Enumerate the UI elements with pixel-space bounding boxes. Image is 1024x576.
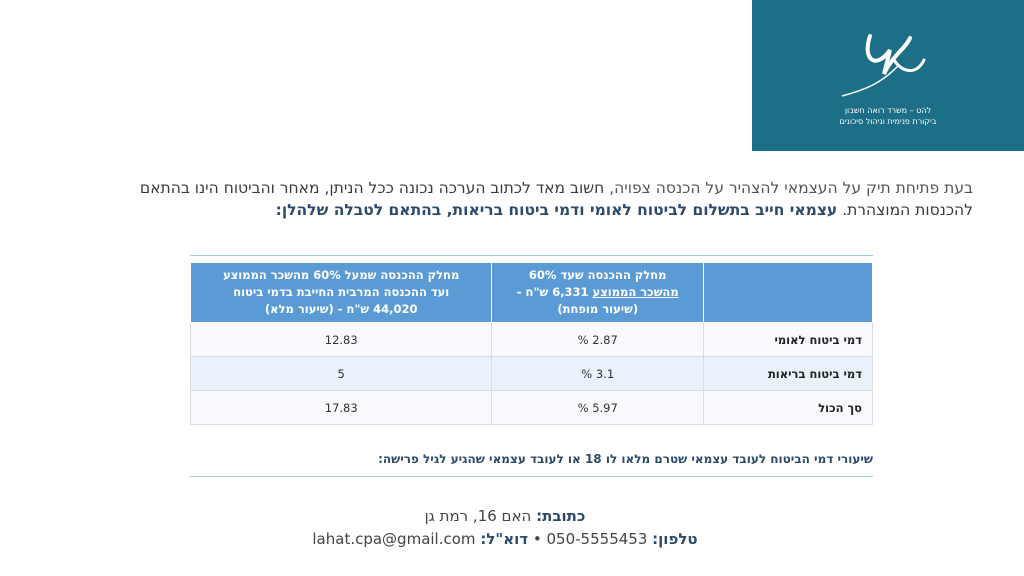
header-full-line2: ועד ההכנסה המרבית החייבת בדמי ביטוח (233, 285, 450, 299)
phone-value: 050-5555453 (541, 530, 653, 548)
full-rate-cell: 12.83 (189, 322, 493, 357)
address-label: כתובת: (536, 507, 586, 525)
table-row: דמי ביטוח לאומי 2.87 % 12.83 (189, 322, 873, 357)
row-label: סך הכול (703, 390, 873, 425)
logo-icon (841, 34, 926, 97)
bullet-separator: • (532, 530, 542, 548)
phone-label: טלפון: (652, 530, 698, 548)
footer-address: כתובת: האם 16, רמת גן (280, 507, 730, 525)
table-row: דמי ביטוח בריאות 3.1 % 5 (189, 356, 873, 391)
table-note: שיעורי דמי הביטוח לעובד עצמאי שטרם מלאו … (378, 452, 873, 466)
intro-part1: בעת פתיחת תיק על העצמאי להצהיר על הכנסה … (609, 179, 973, 197)
logo-title: להט – משרד רואה חשבון (844, 106, 932, 115)
header-reduced-line2: מהשכר הממוצע 6,331 ש"ח - (498, 284, 697, 301)
header-reduced-underlined: מהשכר הממוצע (592, 285, 679, 299)
header-reduced-line1: מחלק ההכנסה שעד 60% (528, 268, 667, 282)
row-label: דמי ביטוח לאומי (703, 322, 873, 357)
header-reduced-amount: 6,331 ש"ח - (516, 285, 593, 299)
header-full-rate: מחלק ההכנסה שמעל 60% מהשכר הממוצע ועד הה… (189, 262, 493, 323)
divider-bottom (190, 476, 873, 477)
header-reduced-line3: (שיעור מופחת) (557, 302, 639, 316)
table-row: סך הכול 5.97 % 17.83 (189, 390, 873, 425)
intro-part2: חשוב מאד לכתוב הערכה נכונה ככל הניתן, מא… (139, 179, 973, 219)
table-header-row: מחלק ההכנסה שעד 60% מהשכר הממוצע 6,331 ש… (189, 262, 873, 323)
email-label: דוא"ל: (480, 530, 529, 548)
address-value: האם 16, רמת גן (424, 507, 537, 525)
header-full-line1: מחלק ההכנסה שמעל 60% מהשכר הממוצע (223, 268, 460, 282)
reduced-rate-cell: 2.87 % (491, 322, 704, 357)
reduced-rate-cell: 5.97 % (491, 390, 704, 425)
header-reduced-rate: מחלק ההכנסה שעד 60% מהשכר הממוצע 6,331 ש… (491, 262, 704, 323)
email-value[interactable]: lahat.cpa@gmail.com (312, 530, 481, 548)
full-rate-cell: 17.83 (189, 390, 493, 425)
logo-panel: להט – משרד רואה חשבון ביקורת פנימית וניה… (752, 0, 1024, 151)
footer-contact: טלפון: 050-5555453 • דוא"ל: lahat.cpa@gm… (280, 530, 730, 548)
divider-top (190, 255, 873, 256)
header-empty (703, 262, 873, 323)
insurance-rates-table: מחלק ההכנסה שעד 60% מהשכר הממוצע 6,331 ש… (189, 262, 873, 425)
reduced-rate-cell: 3.1 % (491, 356, 704, 391)
intro-bold: עצמאי חייב בתשלום לביטוח לאומי ודמי ביטו… (275, 201, 838, 219)
header-full-line3: 44,020 ש"ח - (שיעור מלא) (264, 302, 418, 316)
intro-paragraph: בעת פתיחת תיק על העצמאי להצהיר על הכנסה … (78, 177, 973, 221)
row-label: דמי ביטוח בריאות (703, 356, 873, 391)
full-rate-cell: 5 (189, 356, 493, 391)
logo-subtitle: ביקורת פנימית וניהול סיכונים (839, 117, 937, 126)
